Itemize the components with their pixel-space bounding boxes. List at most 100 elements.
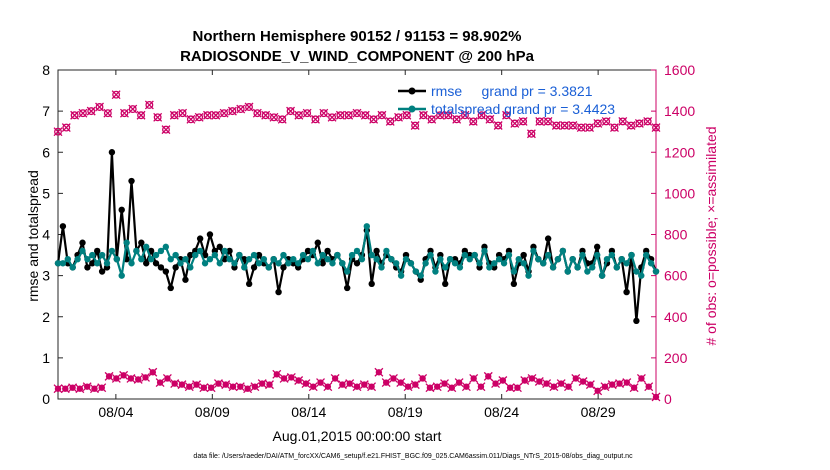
totalspread-point bbox=[314, 260, 321, 267]
obs-possible-point bbox=[311, 115, 320, 124]
totalspread-point bbox=[343, 268, 351, 275]
totalspread-point bbox=[196, 247, 204, 255]
obs-assimilated-point-mark bbox=[476, 382, 486, 392]
obs-assimilated-point-mark bbox=[148, 367, 158, 377]
rmse-point bbox=[89, 260, 96, 267]
totalspread-point bbox=[118, 272, 125, 279]
obs-possible-point bbox=[452, 115, 461, 124]
totalspread-point bbox=[530, 247, 537, 255]
obs-assimilated-point-mark bbox=[337, 380, 347, 390]
obs-assimilated-point-mark bbox=[651, 392, 661, 402]
obs-assimilated-point-mark bbox=[498, 376, 508, 385]
x-tick-label: 08/09 bbox=[195, 404, 230, 420]
obs-possible-point bbox=[560, 121, 569, 130]
totalspread-point bbox=[98, 251, 106, 259]
totalspread-point bbox=[437, 255, 444, 263]
obs-assimilated-point-mark bbox=[126, 373, 136, 383]
legend-spread-marker bbox=[408, 105, 416, 113]
obs-assimilated-point-mark bbox=[461, 382, 471, 392]
totalspread-point bbox=[329, 260, 336, 267]
left-y-axis-label: rmse and totalspread bbox=[25, 170, 41, 302]
obs-assimilated-point-mark bbox=[97, 383, 107, 393]
obs-possible-point bbox=[319, 109, 328, 118]
obs-assimilated-point-mark bbox=[60, 384, 70, 394]
obs-assimilated-point-mark bbox=[564, 382, 573, 392]
totalspread-point bbox=[94, 260, 101, 267]
rmse-point bbox=[94, 247, 101, 255]
obs-assimilated-point-mark bbox=[469, 373, 479, 383]
obs-possible-point bbox=[62, 123, 71, 132]
right-y-tick-label: 600 bbox=[664, 268, 688, 284]
totalspread-point bbox=[299, 251, 307, 259]
obs-assimilated-point-mark bbox=[177, 380, 187, 390]
obs-possible-point bbox=[228, 107, 237, 116]
totalspread-point bbox=[334, 251, 341, 259]
totalspread-point bbox=[623, 260, 630, 267]
totalspread-point bbox=[368, 251, 375, 259]
obs-possible-point bbox=[78, 109, 87, 118]
obs-possible-point bbox=[112, 90, 121, 99]
obs-possible-point-mark bbox=[95, 102, 104, 112]
plot-area bbox=[57, 69, 657, 400]
obs-possible-point-mark bbox=[294, 110, 304, 120]
totalspread-point bbox=[138, 255, 145, 263]
obs-possible-series bbox=[53, 90, 661, 139]
obs-possible-point-mark bbox=[169, 110, 179, 120]
rmse-point bbox=[510, 280, 518, 288]
obs-assimilated-point-mark bbox=[316, 378, 325, 388]
obs-possible-point-mark bbox=[643, 116, 653, 126]
obs-possible-point-mark bbox=[119, 108, 129, 118]
totalspread-point bbox=[133, 247, 140, 255]
obs-possible-point-mark bbox=[510, 119, 520, 128]
obs-assimilated-point-mark bbox=[68, 383, 78, 393]
totalspread-point bbox=[280, 251, 287, 259]
totalspread-point bbox=[628, 251, 635, 259]
totalspread-point bbox=[579, 251, 586, 259]
totalspread-point bbox=[236, 251, 243, 259]
obs-possible-point bbox=[568, 121, 577, 130]
totalspread-point bbox=[515, 255, 522, 263]
rmse-point bbox=[324, 247, 331, 255]
obs-assimilated-point-mark bbox=[367, 382, 377, 392]
totalspread-point bbox=[486, 264, 493, 271]
obs-possible-point-mark bbox=[626, 121, 636, 130]
left-y-tick-label: 8 bbox=[42, 62, 50, 78]
totalspread-point bbox=[339, 260, 346, 267]
obs-assimilated-point-mark bbox=[359, 380, 369, 390]
obs-possible-point bbox=[618, 117, 627, 126]
totalspread-point bbox=[451, 260, 459, 267]
obs-possible-point-mark bbox=[352, 108, 362, 118]
totalspread-point bbox=[417, 272, 424, 279]
obs-possible-point-mark bbox=[111, 90, 121, 100]
obs-assimilated-point-mark bbox=[629, 383, 639, 393]
rmse-point bbox=[172, 264, 179, 271]
totalspread-point bbox=[525, 272, 532, 279]
obs-assimilated-point-mark bbox=[454, 378, 464, 388]
obs-assimilated-point-mark bbox=[308, 382, 318, 392]
right-y-tick-label: 1400 bbox=[664, 103, 695, 119]
totalspread-point bbox=[574, 264, 581, 271]
totalspread-point bbox=[89, 251, 96, 259]
obs-possible-point bbox=[477, 111, 486, 120]
obs-possible-point-mark bbox=[203, 110, 212, 120]
obs-assimilated-point-mark bbox=[615, 379, 624, 389]
obs-possible-point-mark bbox=[61, 123, 71, 133]
obs-assimilated-point-mark bbox=[534, 377, 544, 386]
totalspread-point bbox=[113, 255, 121, 263]
totalspread-point bbox=[177, 260, 184, 267]
totalspread-point bbox=[388, 255, 395, 263]
totalspread-point bbox=[221, 247, 228, 255]
obs-possible-point-mark bbox=[360, 110, 370, 120]
obs-assimilated-point-mark bbox=[155, 378, 165, 388]
obs-possible-point bbox=[510, 119, 519, 128]
obs-assimilated-point-mark bbox=[53, 384, 63, 394]
totalspread-point bbox=[245, 255, 253, 263]
obs-assimilated-point-mark bbox=[199, 383, 209, 393]
obs-possible-point bbox=[128, 105, 137, 114]
obs-possible-point-mark bbox=[385, 116, 395, 126]
totalspread-point bbox=[633, 268, 640, 275]
totalspread-point bbox=[84, 255, 91, 263]
obs-possible-point-mark bbox=[86, 106, 96, 116]
totalspread-point bbox=[461, 251, 469, 259]
totalspread-point bbox=[559, 247, 567, 255]
